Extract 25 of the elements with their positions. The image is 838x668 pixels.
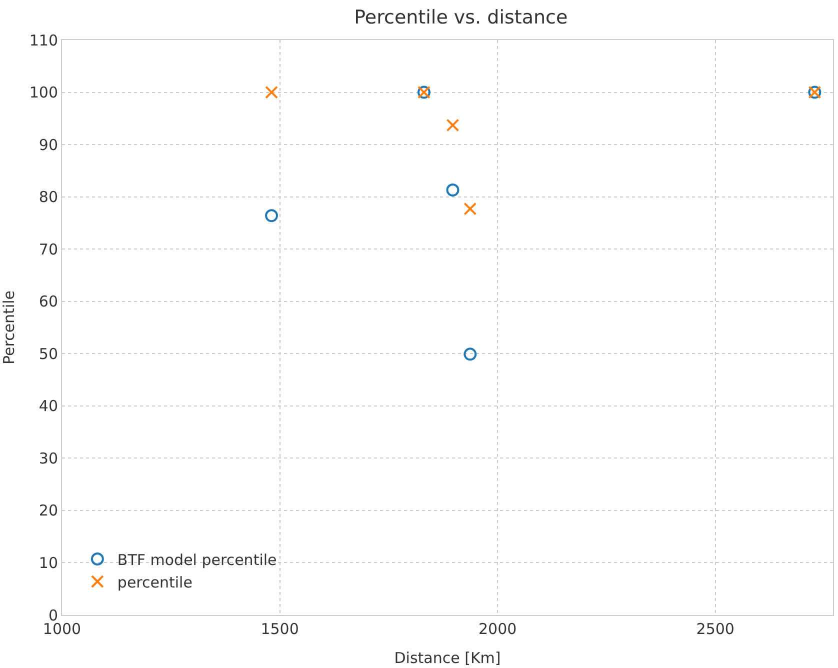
- y-tick-label: 50: [38, 344, 58, 363]
- legend-label: percentile: [117, 573, 192, 592]
- point: [446, 184, 460, 197]
- chart-title: Percentile vs. distance: [354, 6, 568, 28]
- y-tick-label: 40: [38, 397, 58, 416]
- y-tick-label: 70: [38, 240, 58, 258]
- y-tick-label: 60: [38, 292, 58, 311]
- point: [265, 86, 278, 99]
- y-tick-label: 30: [38, 449, 58, 468]
- y-tick-label: 110: [29, 31, 58, 50]
- y-axis-title: Percentile: [0, 290, 18, 365]
- point: [446, 118, 460, 132]
- x-tick-label: 1500: [260, 620, 299, 638]
- legend-label: BTF model percentile: [117, 550, 277, 569]
- point: [265, 209, 278, 222]
- y-tick-label: 100: [29, 84, 58, 102]
- x-tick-label: 2000: [478, 620, 517, 638]
- y-tick-label: 20: [38, 502, 58, 520]
- point: [464, 202, 477, 216]
- x-axis-title: Distance [Km]: [394, 649, 501, 667]
- x-tick-label: 2500: [696, 620, 734, 638]
- y-tick-label: 90: [38, 136, 58, 154]
- y-tick-label: 10: [38, 554, 58, 572]
- y-tick-label: 80: [38, 188, 58, 206]
- point: [464, 348, 477, 361]
